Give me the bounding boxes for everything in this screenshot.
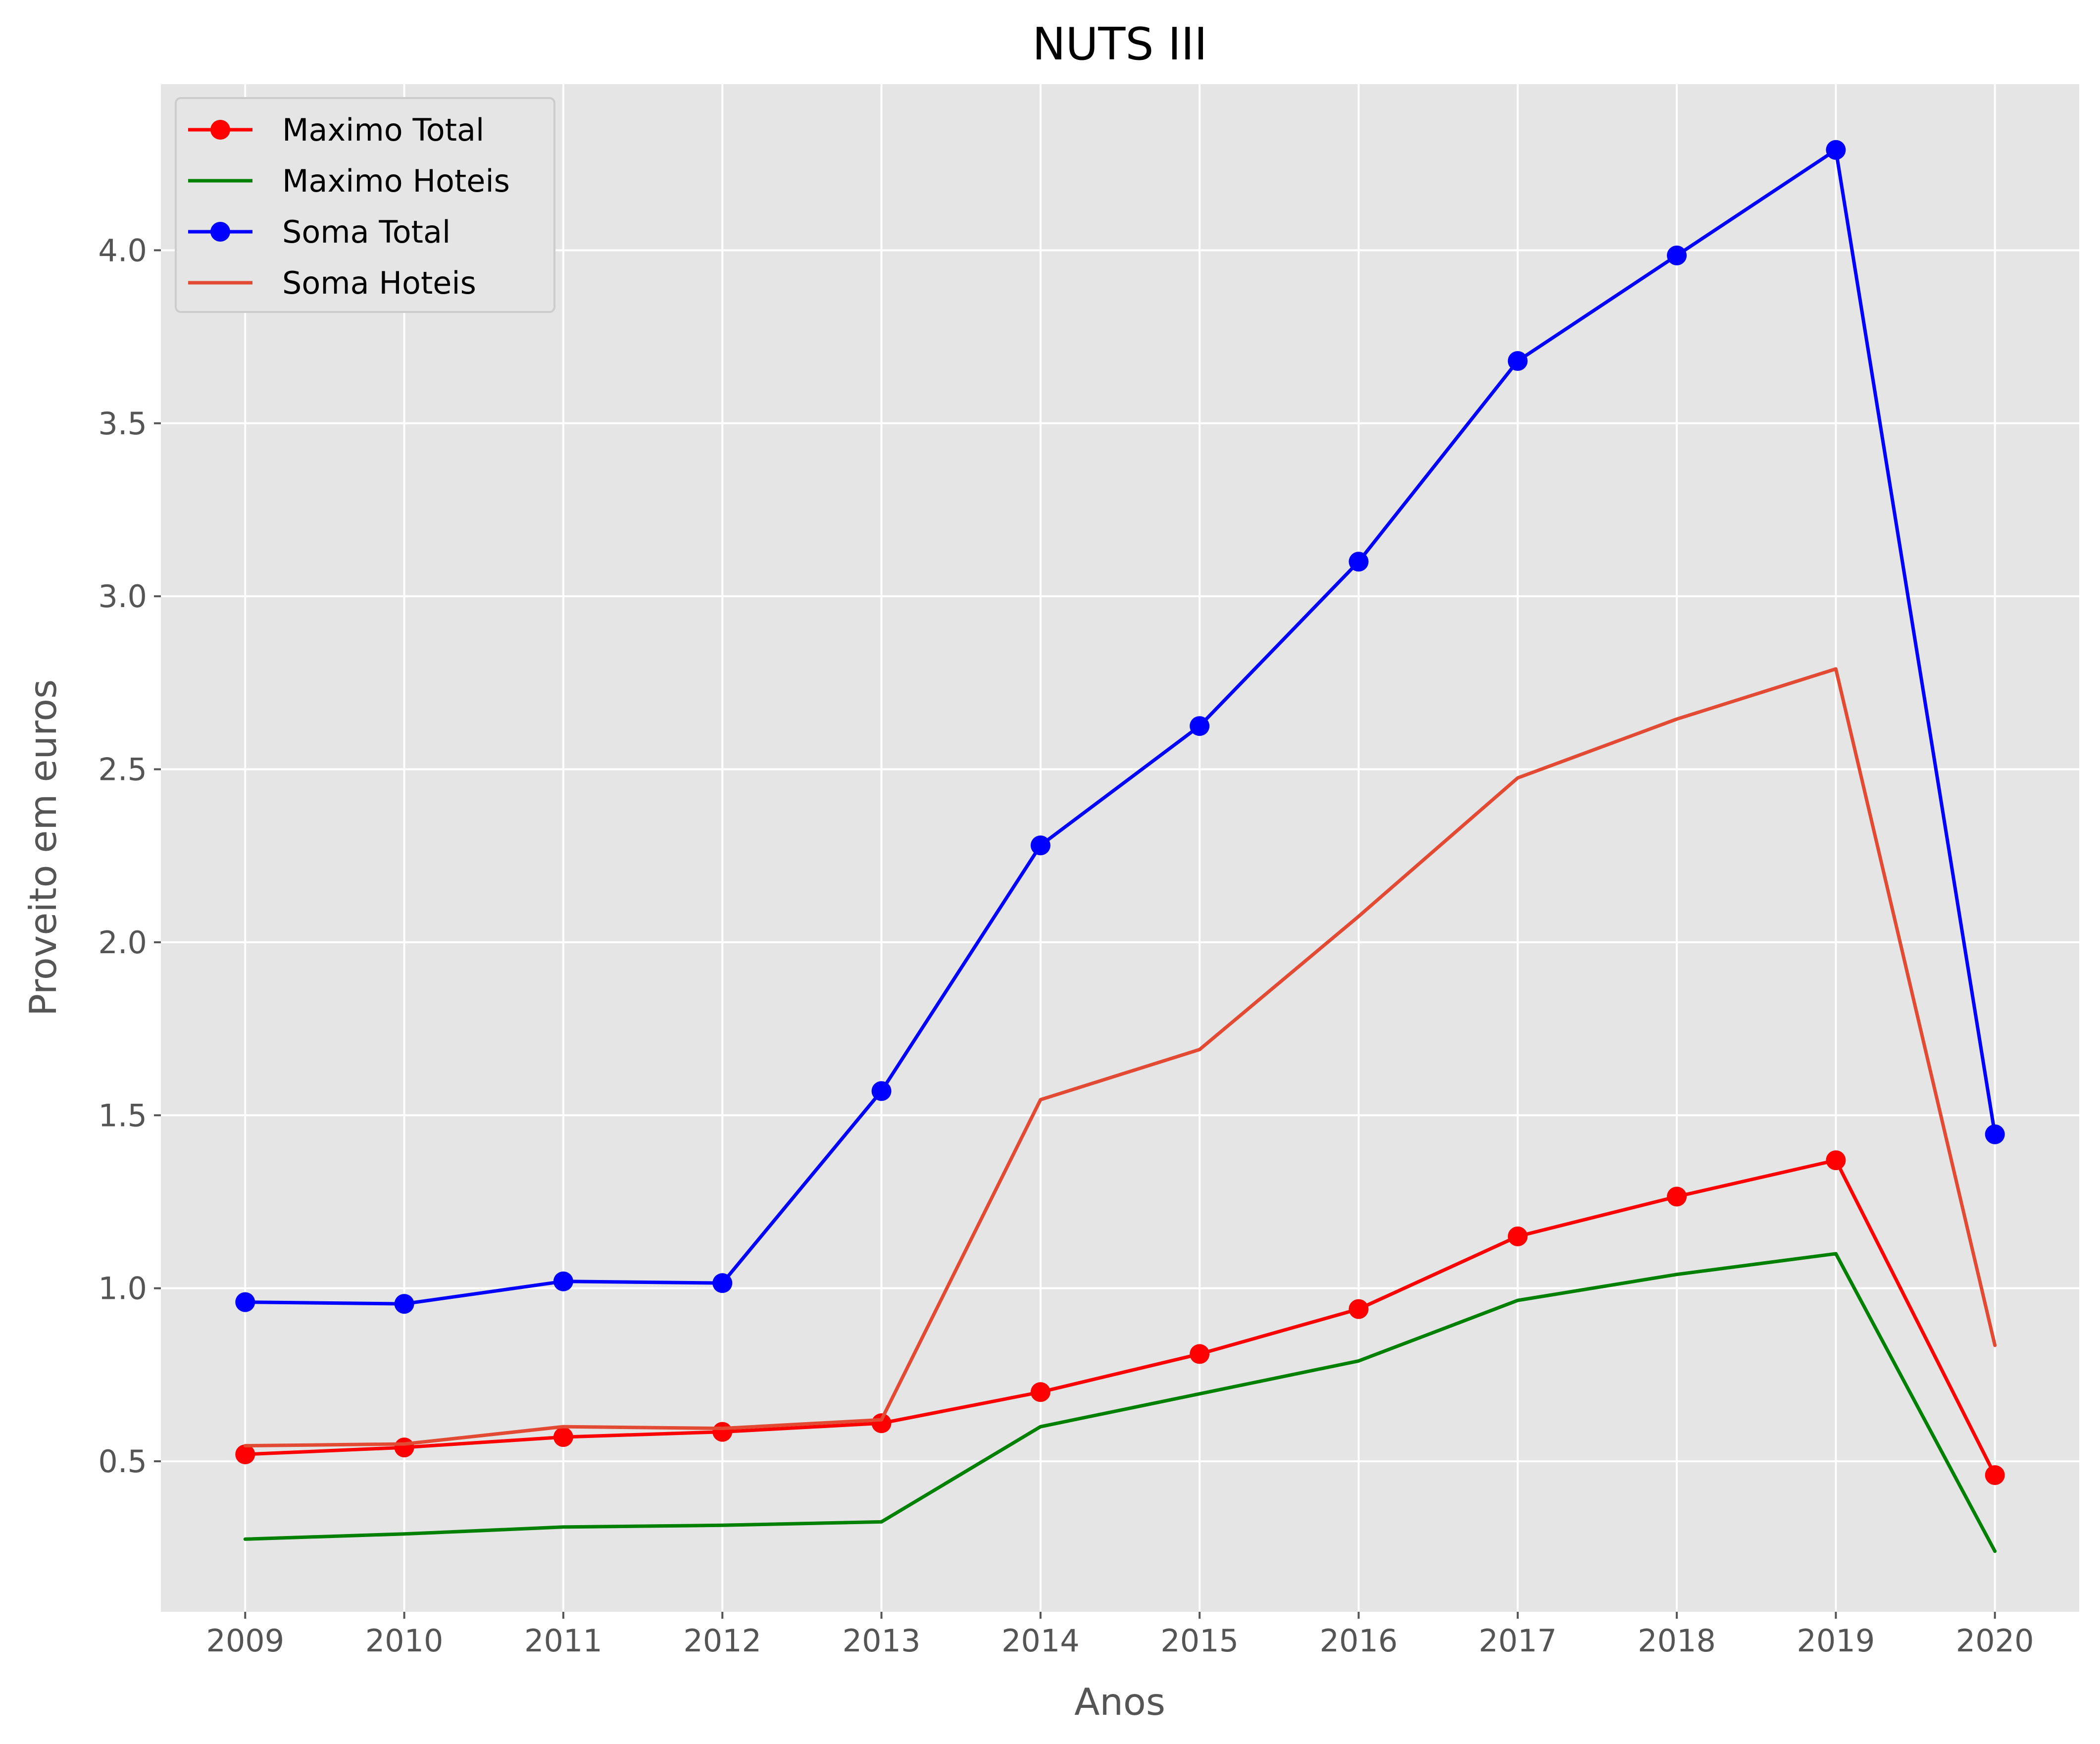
x-tick-label: 2013 (843, 1623, 921, 1659)
data-point-soma-total (394, 1294, 414, 1314)
data-point-maximo-total (394, 1437, 414, 1458)
data-point-maximo-total (712, 1422, 733, 1442)
series-line-soma-hoteis (243, 667, 1997, 1448)
x-tick-label: 2011 (524, 1623, 602, 1659)
series-maximo-total (235, 1150, 2005, 1485)
x-tick-label: 2012 (683, 1623, 761, 1659)
x-tick-label: 2014 (1001, 1623, 1080, 1659)
legend-label-maximo-hoteis: Maximo Hoteis (282, 163, 510, 199)
series-maximo-hoteis (243, 1252, 1997, 1553)
x-tick-label: 2015 (1160, 1623, 1239, 1659)
x-tick-label: 2019 (1797, 1623, 1875, 1659)
legend-label-soma-total: Soma Total (282, 214, 450, 250)
y-tick-label: 4.0 (98, 232, 147, 268)
plot-area (161, 84, 2079, 1612)
series-soma-total (235, 140, 2005, 1314)
y-axis-label: Proveito em euros (21, 679, 65, 1016)
series-line-maximo-total (243, 1158, 1997, 1477)
y-tick-label: 2.5 (98, 752, 147, 788)
legend-marker-soma-total (210, 222, 230, 242)
data-point-maximo-total (1667, 1186, 1687, 1207)
data-point-soma-total (712, 1273, 733, 1293)
data-point-soma-total (235, 1292, 255, 1312)
series-line-soma-total (243, 148, 1997, 1306)
data-point-maximo-total (1190, 1344, 1210, 1364)
data-point-soma-total (1826, 140, 1846, 160)
data-point-maximo-total (553, 1427, 573, 1447)
data-point-soma-total (1985, 1124, 2005, 1144)
data-point-soma-total (1190, 716, 1210, 736)
data-point-maximo-total (1507, 1226, 1528, 1246)
legend: Maximo Total Maximo Hoteis Soma Total Soma … (175, 97, 555, 313)
x-tick-label: 2009 (206, 1623, 284, 1659)
data-point-maximo-total (235, 1444, 255, 1465)
y-tick-label: 3.5 (98, 406, 147, 442)
series-layer (235, 140, 2005, 1553)
x-tick-label: 2010 (365, 1623, 444, 1659)
series-soma-hoteis (243, 667, 1997, 1448)
x-tick-label: 2018 (1638, 1623, 1716, 1659)
data-point-maximo-total (871, 1413, 892, 1434)
chart-title: NUTS III (1032, 18, 1207, 70)
y-tick-label: 0.5 (98, 1443, 147, 1480)
y-tick-label: 1.0 (98, 1271, 147, 1307)
data-point-maximo-total (1349, 1299, 1369, 1319)
x-tick-label: 2020 (1956, 1623, 2034, 1659)
x-axis-label: Anos (1074, 1680, 1165, 1724)
x-tick-label: 2017 (1479, 1623, 1557, 1659)
y-axis-ticks: 0.5 1.0 1.5 2.0 2.5 3.0 3.5 4.0 (98, 232, 161, 1480)
legend-marker-maximo-total (210, 120, 230, 140)
data-point-maximo-total (1030, 1382, 1050, 1402)
y-tick-label: 2.0 (98, 924, 147, 961)
y-tick-label: 1.5 (98, 1097, 147, 1133)
data-point-soma-total (871, 1081, 892, 1101)
y-tick-label: 3.0 (98, 578, 147, 615)
data-point-maximo-total (1985, 1465, 2005, 1485)
data-point-soma-total (1667, 245, 1687, 265)
x-axis-ticks: 2009 2010 2011 2012 2013 2014 2015 2016 2017 2018… (206, 1612, 2034, 1659)
series-line-maximo-hoteis (243, 1252, 1997, 1553)
grid-lines (161, 84, 2079, 1612)
legend-label-maximo-total: Maximo Total (282, 112, 484, 148)
legend-label-soma-hoteis: Soma Hoteis (282, 265, 476, 301)
data-point-soma-total (1349, 552, 1369, 572)
data-point-soma-total (553, 1271, 573, 1291)
x-tick-label: 2016 (1320, 1623, 1398, 1659)
data-point-maximo-total (1826, 1150, 1846, 1171)
legend-box (175, 97, 555, 313)
data-point-soma-total (1507, 351, 1528, 371)
data-point-soma-total (1030, 835, 1050, 856)
